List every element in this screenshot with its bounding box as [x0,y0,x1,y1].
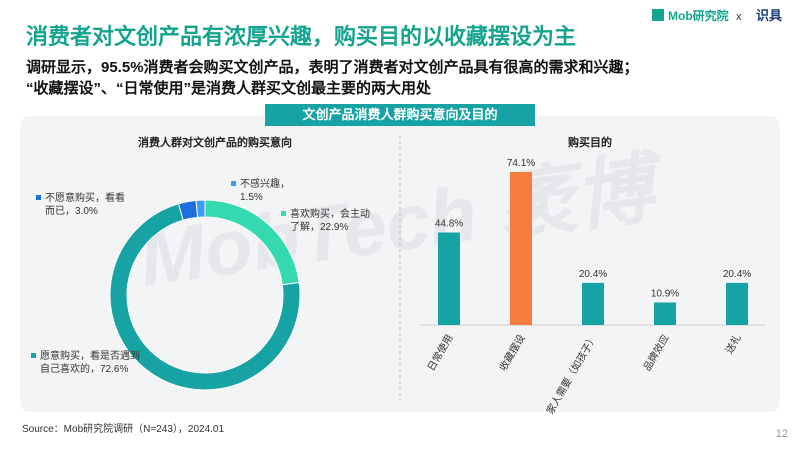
subtitle: “收藏摆设”、“日常使用”是消费人群买文创最主要的两大用处 [26,79,432,97]
chart-title: 购买目的 [568,135,612,149]
donut-slice [195,199,206,218]
category-label: 喜欢购买，会主动了解， [290,209,370,233]
legend-marker [36,195,41,200]
value-label: 3.0% [75,206,98,217]
banner: 文创产品消费人群购买意向及目的 [302,107,497,122]
title: 消费者对文创产品有浓厚兴趣，购买目的以收藏摆设为主 [26,24,576,49]
value-label: 20.4% [579,269,607,280]
slice-label: 不感兴趣， 1.5% [240,178,310,204]
value-label: 44.8% [435,218,463,229]
value-label: 20.4% [723,269,751,280]
slice-label: 喜欢购买，会主动了解，22.9% [290,208,375,234]
value-label: 10.9% [651,288,679,299]
bar [510,172,532,325]
category-label: 不愿意购买，看看而已， [45,193,125,217]
banner-bg [265,104,535,126]
bar [726,282,748,325]
value-label: 74.1% [507,158,535,169]
logo: Mob研究院 [668,8,729,23]
source: Source：Mob研究院调研（N=243），2024.01 [22,422,224,435]
bar [438,232,460,325]
legend-marker [281,211,286,216]
legend-marker [231,181,236,186]
bar [654,302,676,325]
logo-partner: 识具 [756,8,782,23]
slice-label: 愿意购买，看是否遇到自己喜欢的，72.6% [40,350,145,376]
subtitle: 调研显示，95.5%消费者会购买文创产品，表明了消费者对文创产品具有很高的需求和… [26,58,639,76]
category-label: 愿意购买，看是否遇到自己喜欢的， [40,351,140,375]
logo-x: x [736,11,742,23]
logo-icon [652,9,664,21]
value-label: 22.9% [320,222,349,233]
page-number: 12 [776,428,788,440]
bar [582,282,604,325]
legend-marker [31,353,36,358]
value-label: 72.6% [100,364,129,375]
chart-title: 消费人群对文创产品的购买意向 [138,135,292,149]
donut-slice [109,203,301,391]
slice-label: 不愿意购买，看看而已，3.0% [45,192,130,218]
category-label: 不感兴趣， [240,179,290,190]
value-label: 1.5% [240,192,263,203]
